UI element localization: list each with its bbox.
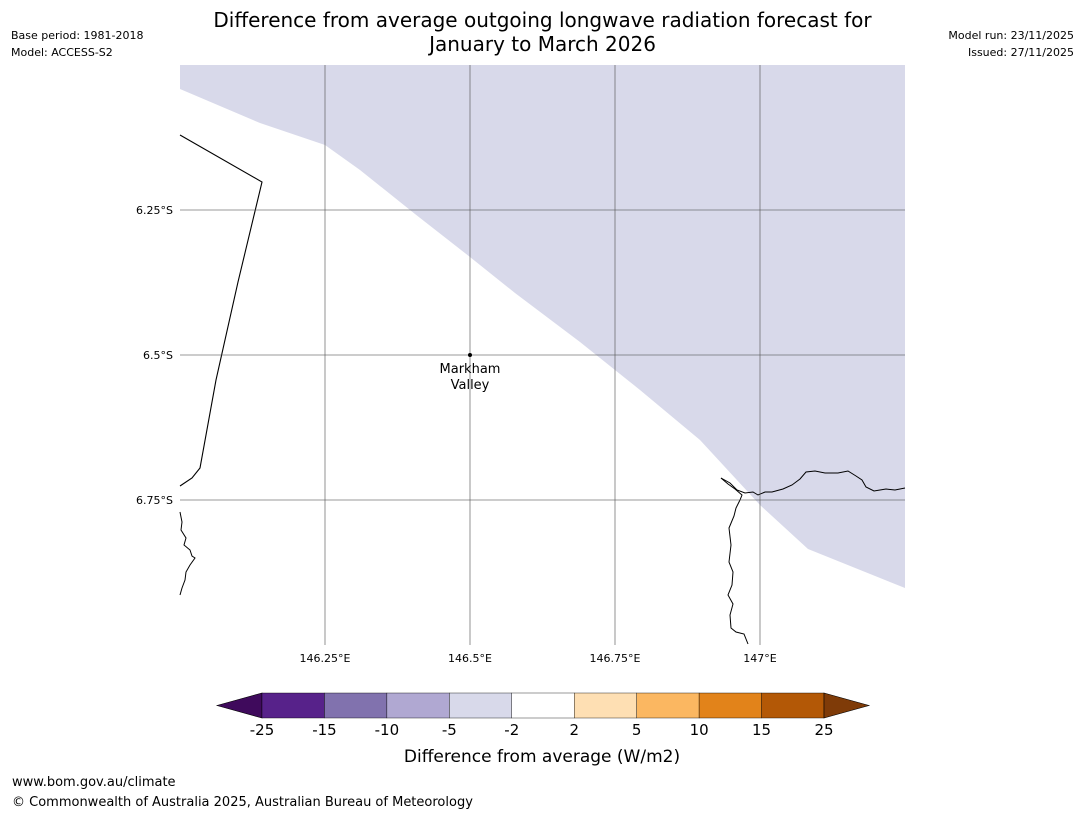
colorbar-tick-label: -10: [375, 721, 400, 739]
grid-labels: 146.25°E 146.5°E 146.75°E 147°E 6.25°S 6.5°S 6…: [136, 204, 777, 665]
model-run: Model run: 23/11/2025: [948, 29, 1074, 42]
title-line-2: January to March 2026: [429, 32, 656, 56]
colorbar-tick-label: -25: [250, 721, 275, 739]
colorbar-tick-label: 15: [752, 721, 771, 739]
colorbar-segment: [449, 692, 512, 719]
colorbar-segment: [386, 692, 450, 719]
map-title: Difference from average outgoing longwav…: [0, 8, 1085, 56]
anomaly-region: [180, 65, 905, 588]
coastline-gulf: [720, 477, 749, 645]
colorbar-segment: [761, 692, 825, 719]
colorbar-segment: [261, 692, 325, 719]
place-label-line-1: Markham: [440, 362, 501, 377]
footer-url-row: www.bom.gov.au/climate: [12, 775, 176, 790]
colorbar-tick-label: -2: [504, 721, 519, 739]
colorbar-segment: [574, 692, 637, 719]
colorbar-tick-label: 10: [690, 721, 709, 739]
colorbar-extend-high: [823, 692, 871, 719]
title-line-1: Difference from average outgoing longwav…: [213, 8, 872, 32]
lat-label: 6.25°S: [136, 204, 173, 217]
colorbar: [215, 692, 871, 719]
base-period: Base period: 1981-2018: [11, 29, 144, 42]
lon-label: 147°E: [743, 652, 776, 665]
lon-label: 146.5°E: [448, 652, 492, 665]
place-marker-dot: [468, 353, 472, 357]
map-panel: 146.25°E 146.5°E 146.75°E 147°E 6.25°S 6.5°S 6…: [136, 65, 906, 665]
colorbar-segment: [636, 692, 700, 719]
colorbar-extend-low: [215, 692, 263, 719]
colorbar-tick-label: 25: [814, 721, 833, 739]
coastline-east: [720, 470, 906, 496]
colorbar-segment: [698, 692, 762, 719]
lon-label: 146.75°E: [590, 652, 641, 665]
model-name: Model: ACCESS-S2: [11, 46, 113, 59]
place-label-line-2: Valley: [451, 378, 490, 393]
colorbar-tick-label: -15: [312, 721, 337, 739]
lat-label: 6.5°S: [143, 349, 173, 362]
colorbar-segment: [511, 692, 575, 719]
colorbar-ticks: -25 -15 -10 -5 -2 2 5 10 15 25: [250, 721, 834, 739]
issued-date: Issued: 27/11/2025: [967, 46, 1074, 59]
border-line: [179, 134, 263, 487]
colorbar-segment: [324, 692, 388, 719]
colorbar-tick-label: 5: [632, 721, 642, 739]
coastline-west: [179, 511, 196, 596]
lat-label: 6.75°S: [136, 494, 173, 507]
colorbar-tick-label: -5: [442, 721, 457, 739]
meta-right: Model run: 23/11/2025 Issued: 27/11/2025: [948, 27, 1074, 61]
lon-label: 146.25°E: [300, 652, 351, 665]
footer-copyright: © Commonwealth of Australia 2025, Austra…: [12, 795, 473, 810]
colorbar-tick-label: 2: [569, 721, 579, 739]
meta-left: Base period: 1981-2018 Model: ACCESS-S2: [11, 27, 143, 61]
footer-link[interactable]: www.bom.gov.au/climate: [12, 775, 176, 790]
colorbar-label: Difference from average (W/m2): [404, 747, 680, 767]
